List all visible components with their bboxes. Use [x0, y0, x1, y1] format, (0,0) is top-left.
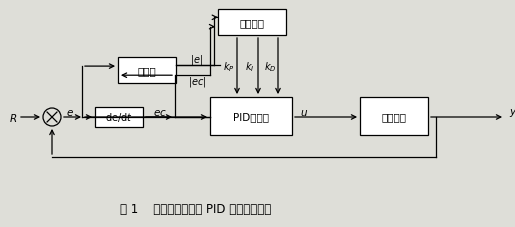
Text: de/d$t$: de/d$t$: [105, 111, 133, 124]
Bar: [218, 10, 286, 36]
Bar: [360, 98, 428, 135]
Text: $ec$: $ec$: [153, 108, 167, 118]
Text: $y$: $y$: [509, 106, 515, 118]
Text: $k_P$: $k_P$: [223, 60, 235, 74]
Bar: [118, 58, 176, 84]
Text: $k_D$: $k_D$: [264, 60, 276, 74]
Bar: [210, 98, 292, 135]
Text: $|e|$: $|e|$: [191, 53, 203, 67]
Text: $u$: $u$: [300, 108, 308, 118]
Text: $|ec|$: $|ec|$: [187, 75, 207, 89]
Text: $k_I$: $k_I$: [245, 60, 255, 74]
Text: 模糊化: 模糊化: [138, 66, 157, 76]
Bar: [95, 108, 143, 127]
Text: 模糊推理: 模糊推理: [239, 18, 265, 28]
Text: 被控对象: 被控对象: [382, 111, 406, 121]
Text: PID控制器: PID控制器: [233, 111, 269, 121]
Text: $R$: $R$: [9, 111, 17, 123]
Text: $e$: $e$: [66, 108, 74, 118]
Text: 图 1    参数模糊自整定 PID 控制器的结构: 图 1 参数模糊自整定 PID 控制器的结构: [120, 203, 271, 216]
